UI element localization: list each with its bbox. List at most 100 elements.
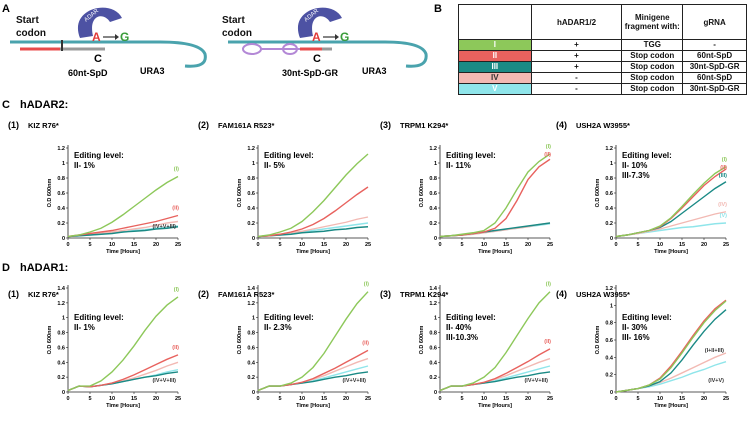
- x-axis-label: Time [Hours]: [106, 249, 140, 255]
- x-axis-label: Time [Hours]: [106, 403, 140, 409]
- series-label: (II): [720, 165, 727, 171]
- annotation: III- 16%: [622, 333, 650, 342]
- x-tick-label: 15: [321, 242, 327, 248]
- y-tick-label: 1: [610, 303, 613, 309]
- construct-right: ADAR A G C 30nt-SpD-GR URA3: [228, 7, 428, 78]
- y-tick-label: 1.2: [57, 301, 65, 307]
- series-label: (II): [544, 339, 551, 345]
- table-cell: 60nt-SpD: [682, 72, 747, 84]
- table-cell: Stop codon: [621, 61, 684, 73]
- series-label: (I): [722, 157, 727, 163]
- x-tick-label: 20: [525, 242, 531, 248]
- panel-number: (4): [556, 120, 567, 130]
- annotation: Editing level:: [264, 313, 314, 322]
- series-label: (I): [174, 167, 179, 173]
- table-cell: Stop codon: [621, 50, 684, 62]
- y-tick-label: 0.6: [247, 345, 255, 351]
- annotation: II- 11%: [446, 161, 471, 170]
- x-tick-label: 15: [131, 242, 137, 248]
- x-tick-label: 0: [256, 396, 259, 402]
- header-cell: gRNA: [682, 4, 747, 40]
- series-label: (I): [364, 282, 369, 288]
- x-tick-label: 20: [701, 242, 707, 248]
- x-tick-label: 15: [321, 396, 327, 402]
- table-cell: +: [530, 50, 623, 62]
- y-tick-label: 1: [434, 161, 437, 167]
- y-tick-label: 0: [434, 236, 437, 242]
- y-axis-label: O.D 600nm: [419, 326, 425, 355]
- y-tick-label: 1.2: [429, 301, 437, 307]
- y-tick-label: 0.6: [247, 191, 255, 197]
- x-tick-label: 5: [460, 396, 463, 402]
- series-line: [67, 226, 179, 238]
- x-tick-label: 25: [547, 396, 553, 402]
- table-cell: Stop codon: [621, 83, 684, 95]
- x-tick-label: 25: [175, 242, 181, 248]
- y-tick-label: 0.4: [57, 360, 66, 366]
- y-tick-label: 1: [252, 316, 255, 322]
- row-id: I: [458, 39, 532, 51]
- x-tick-label: 15: [679, 396, 685, 402]
- panel-label: D: [2, 262, 10, 274]
- adar-enzyme: [297, 7, 342, 38]
- x-tick-label: 10: [299, 396, 305, 402]
- table-cell: 30nt-SpD-GR: [682, 83, 747, 95]
- series-label: (II): [362, 340, 369, 346]
- y-tick-label: 1: [62, 316, 65, 322]
- y-tick-label: 0.8: [57, 331, 65, 337]
- annotation: III-10.3%: [446, 333, 478, 342]
- x-axis-label: Time [Hours]: [296, 403, 330, 409]
- table-body: I + TGG - II + Stop codon 60nt-SpD III + Stop codo…: [458, 39, 747, 95]
- section-title: hADAR2:: [20, 99, 68, 111]
- y-tick-label: 0: [610, 236, 613, 242]
- row-id: V: [458, 83, 532, 95]
- row-id: III: [458, 61, 532, 73]
- panel-label: A: [2, 3, 10, 15]
- adar-enzyme: [77, 7, 122, 38]
- y-tick-label: 0.2: [429, 375, 437, 381]
- y-tick-label: 1: [252, 161, 255, 167]
- x-tick-label: 25: [175, 396, 181, 402]
- y-tick-label: 1.4: [57, 286, 66, 292]
- table-cell: TGG: [621, 39, 684, 51]
- x-axis-label: Time [Hours]: [296, 249, 330, 255]
- x-tick-label: 5: [460, 242, 463, 248]
- table-cell: 60nt-SpD: [682, 50, 747, 62]
- y-tick-label: 0: [610, 390, 613, 396]
- x-tick-label: 25: [547, 242, 553, 248]
- x-tick-label: 10: [299, 242, 305, 248]
- panel-number: (3): [380, 289, 391, 299]
- y-tick-label: 0.8: [429, 331, 437, 337]
- series-label: (II): [544, 152, 551, 158]
- y-tick-label: 0.8: [605, 176, 613, 182]
- group-label: (IV+V+III): [524, 378, 548, 384]
- table-cell: +: [530, 61, 623, 73]
- y-tick-label: 0.8: [429, 176, 437, 182]
- annotation: II- 30%: [622, 323, 647, 332]
- annotation: Editing level:: [446, 313, 496, 322]
- x-tick-label: 5: [636, 242, 639, 248]
- series-line: [439, 153, 551, 238]
- y-tick-label: 0.2: [57, 221, 65, 227]
- table-cell: 30nt-SpD-GR: [682, 61, 747, 73]
- x-tick-label: 0: [66, 396, 69, 402]
- x-tick-label: 25: [365, 396, 371, 402]
- y-tick-label: 0.6: [605, 191, 613, 197]
- x-axis-label: Time [Hours]: [654, 403, 688, 409]
- y-tick-label: 0.6: [57, 345, 65, 351]
- paired-base: C: [313, 53, 321, 65]
- header-cell: Minigene fragment with:: [621, 4, 684, 40]
- edit-from: A: [92, 30, 101, 44]
- y-tick-label: 1.2: [605, 146, 613, 152]
- x-tick-label: 10: [481, 396, 487, 402]
- y-tick-label: 1.2: [247, 301, 255, 307]
- group-label: (IV+V): [708, 378, 724, 384]
- section-title: hADAR1:: [20, 262, 68, 274]
- edit-from: A: [312, 30, 321, 44]
- annotation: Editing level:: [264, 151, 314, 160]
- y-tick-label: 1: [434, 316, 437, 322]
- hairpin: [242, 43, 262, 55]
- y-tick-label: 0.4: [605, 355, 614, 361]
- table-row: V - Stop codon 30nt-SpD-GR: [458, 83, 747, 95]
